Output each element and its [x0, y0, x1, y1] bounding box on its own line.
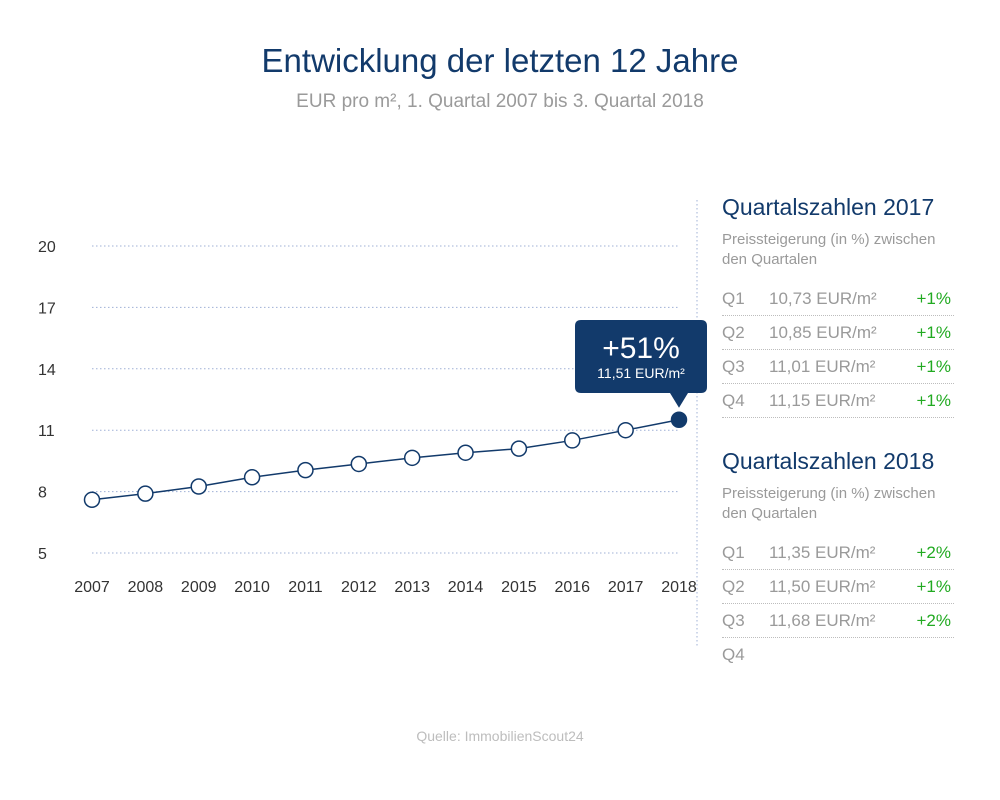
data-point	[510, 440, 528, 457]
quarter-label: Q4	[722, 391, 745, 410]
quarter-change: +1%	[916, 391, 952, 410]
quarter-value: 10,85 EUR/m²	[769, 323, 877, 342]
x-tick-label: 2009	[181, 579, 217, 596]
x-tick-label: 2010	[234, 579, 270, 596]
data-point	[457, 444, 474, 461]
quarter-row-q2: Q2 11,50 EUR/m² +1%	[722, 570, 954, 604]
panel-title: Quartalszahlen 2017	[722, 194, 935, 220]
quarter-value: 11,15 EUR/m²	[769, 391, 876, 410]
quarter-row-q4: Q4 11,15 EUR/m² +1%	[722, 384, 954, 418]
data-point-highlight	[670, 411, 688, 429]
x-tick-label: 2018	[661, 579, 697, 596]
quarter-row-q4: Q4	[722, 638, 954, 671]
quarter-label: Q1	[722, 543, 745, 562]
panel-subtitle: Preissteigerung (in %) zwischen den Quar…	[722, 485, 936, 522]
y-tick-label: 14	[38, 362, 56, 379]
data-point	[190, 478, 207, 495]
quarter-change: +1%	[916, 357, 952, 376]
quarter-label: Q4	[722, 645, 745, 664]
quarter-change: +1%	[916, 577, 952, 596]
quarter-change: +1%	[916, 289, 952, 308]
quarter-value: 11,68 EUR/m²	[769, 611, 876, 630]
panel-subtitle: Preissteigerung (in %) zwischen den Quar…	[722, 231, 936, 268]
data-point	[564, 432, 581, 449]
data-point	[403, 449, 421, 467]
quarter-row-q3: Q3 11,01 EUR/m² +1%	[722, 350, 954, 384]
y-tick-label: 20	[38, 239, 56, 256]
data-point	[243, 469, 261, 486]
y-tick-label: 11	[38, 423, 55, 440]
quarter-row-q3: Q3 11,68 EUR/m² +2%	[722, 604, 954, 638]
quarter-label: Q1	[722, 289, 745, 308]
chart-subtitle: EUR pro m², 1. Quartal 2007 bis 3. Quart…	[296, 91, 704, 112]
data-point	[297, 461, 314, 479]
data-point	[137, 485, 154, 502]
quarter-row-q2: Q2 10,85 EUR/m² +1%	[722, 316, 954, 350]
quarter-change: +1%	[916, 323, 952, 342]
x-tick-label: 2007	[74, 579, 110, 596]
quarter-label: Q3	[722, 611, 745, 630]
x-tick-label: 2012	[341, 579, 377, 596]
data-point	[617, 421, 634, 439]
data-point	[350, 455, 368, 473]
chart-title: Entwicklung der letzten 12 Jahre	[261, 42, 739, 79]
x-tick-label: 2015	[501, 579, 537, 596]
source-note: Quelle: ImmobilienScout24	[416, 728, 584, 744]
quarter-change: +2%	[916, 543, 952, 562]
annotation-callout	[575, 320, 707, 408]
quarter-value: 11,50 EUR/m²	[769, 577, 876, 596]
x-tick-label: 2014	[448, 579, 484, 596]
quarter-row-q1: Q1 10,73 EUR/m² +1%	[722, 282, 954, 316]
x-tick-label: 2011	[288, 579, 323, 596]
y-tick-label: 17	[38, 300, 56, 317]
series-line	[91, 419, 680, 501]
y-tick-label: 8	[38, 485, 47, 502]
quarter-value: 11,01 EUR/m²	[769, 357, 876, 376]
x-tick-label: 2013	[394, 579, 430, 596]
panel-title: Quartalszahlen 2018	[722, 448, 935, 474]
quarter-row-q1: Q1 11,35 EUR/m² +2%	[722, 536, 954, 570]
quarter-change: +2%	[916, 611, 952, 630]
quarter-label: Q2	[722, 323, 745, 342]
annotation-sublabel: 11,51 EUR/m²	[597, 365, 685, 381]
data-point	[83, 491, 101, 509]
x-tick-label: 2017	[608, 579, 644, 596]
y-tick-label: 5	[38, 546, 47, 563]
quarter-value: 10,73 EUR/m²	[769, 289, 877, 308]
quarter-label: Q3	[722, 357, 745, 376]
x-tick-label: 2016	[554, 579, 590, 596]
x-tick-label: 2008	[128, 579, 164, 596]
quarter-value: 11,35 EUR/m²	[769, 543, 876, 562]
quarter-panel-2017: Quartalszahlen 2017 Preissteigerung (in …	[722, 194, 954, 418]
annotation-label: +51%	[602, 332, 680, 365]
quarter-panel-2018: Quartalszahlen 2018 Preissteigerung (in …	[722, 448, 954, 671]
quarter-label: Q2	[722, 577, 745, 596]
